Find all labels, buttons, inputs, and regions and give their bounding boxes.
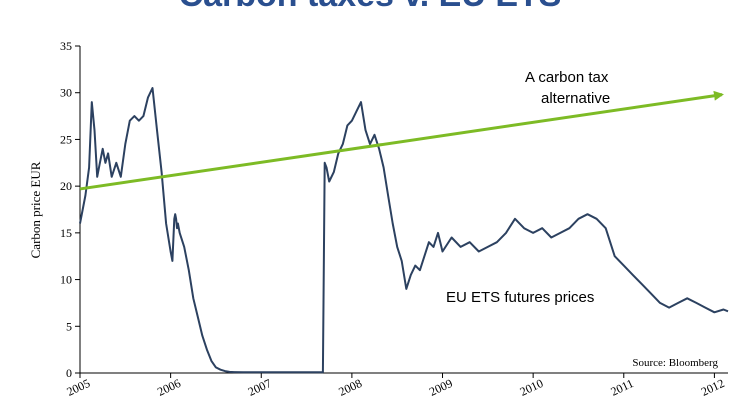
- x-tick-label: 2012: [699, 376, 727, 399]
- y-axis-label: Carbon price EUR: [28, 161, 43, 258]
- chart-title: Carbon taxes v. EU ETS: [179, 0, 562, 14]
- y-tick-label: 15: [60, 226, 72, 240]
- ets-price-line: [79, 87, 729, 374]
- x-tick-label: 2010: [518, 376, 546, 399]
- y-tick-label: 20: [60, 179, 72, 193]
- x-axis: 2005 2006 2007 2008 2009 2010 2011 2012: [64, 372, 728, 399]
- y-tick-label: 5: [66, 319, 72, 333]
- source-note: Source: Bloomberg: [632, 357, 718, 369]
- y-tick-label: 25: [60, 132, 72, 146]
- x-tick-label: 2011: [608, 376, 635, 399]
- y-tick-label: 10: [60, 273, 72, 287]
- y-tick-label: 0: [66, 366, 72, 380]
- x-tick-label: 2006: [155, 376, 183, 399]
- arrow-annotation-line-1: A carbon tax: [525, 69, 609, 86]
- x-tick-label: 2007: [246, 376, 274, 399]
- y-tick-label: 35: [60, 39, 72, 53]
- y-axis: 0 5 10 15 20 25 30 35: [60, 39, 81, 380]
- x-tick-label: 2008: [336, 376, 364, 399]
- series-annotation: EU ETS futures prices: [446, 289, 594, 306]
- carbon-tax-arrow: [79, 90, 724, 191]
- y-tick-label: 30: [60, 86, 72, 100]
- arrow-annotation-line-2: alternative: [541, 90, 610, 107]
- series-layer: [79, 87, 729, 374]
- x-tick-label: 2009: [427, 376, 455, 399]
